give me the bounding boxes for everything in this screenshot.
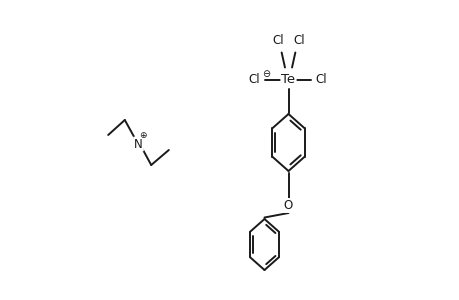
Text: ⊖: ⊖ [261, 69, 269, 79]
Text: O: O [283, 199, 292, 212]
Text: Cl: Cl [293, 34, 304, 47]
Text: ⊕: ⊕ [139, 131, 146, 140]
Text: N: N [134, 137, 143, 151]
Text: Cl: Cl [271, 34, 283, 47]
Text: Cl: Cl [314, 73, 326, 86]
Text: Te: Te [281, 73, 295, 86]
Text: Cl: Cl [248, 73, 259, 86]
